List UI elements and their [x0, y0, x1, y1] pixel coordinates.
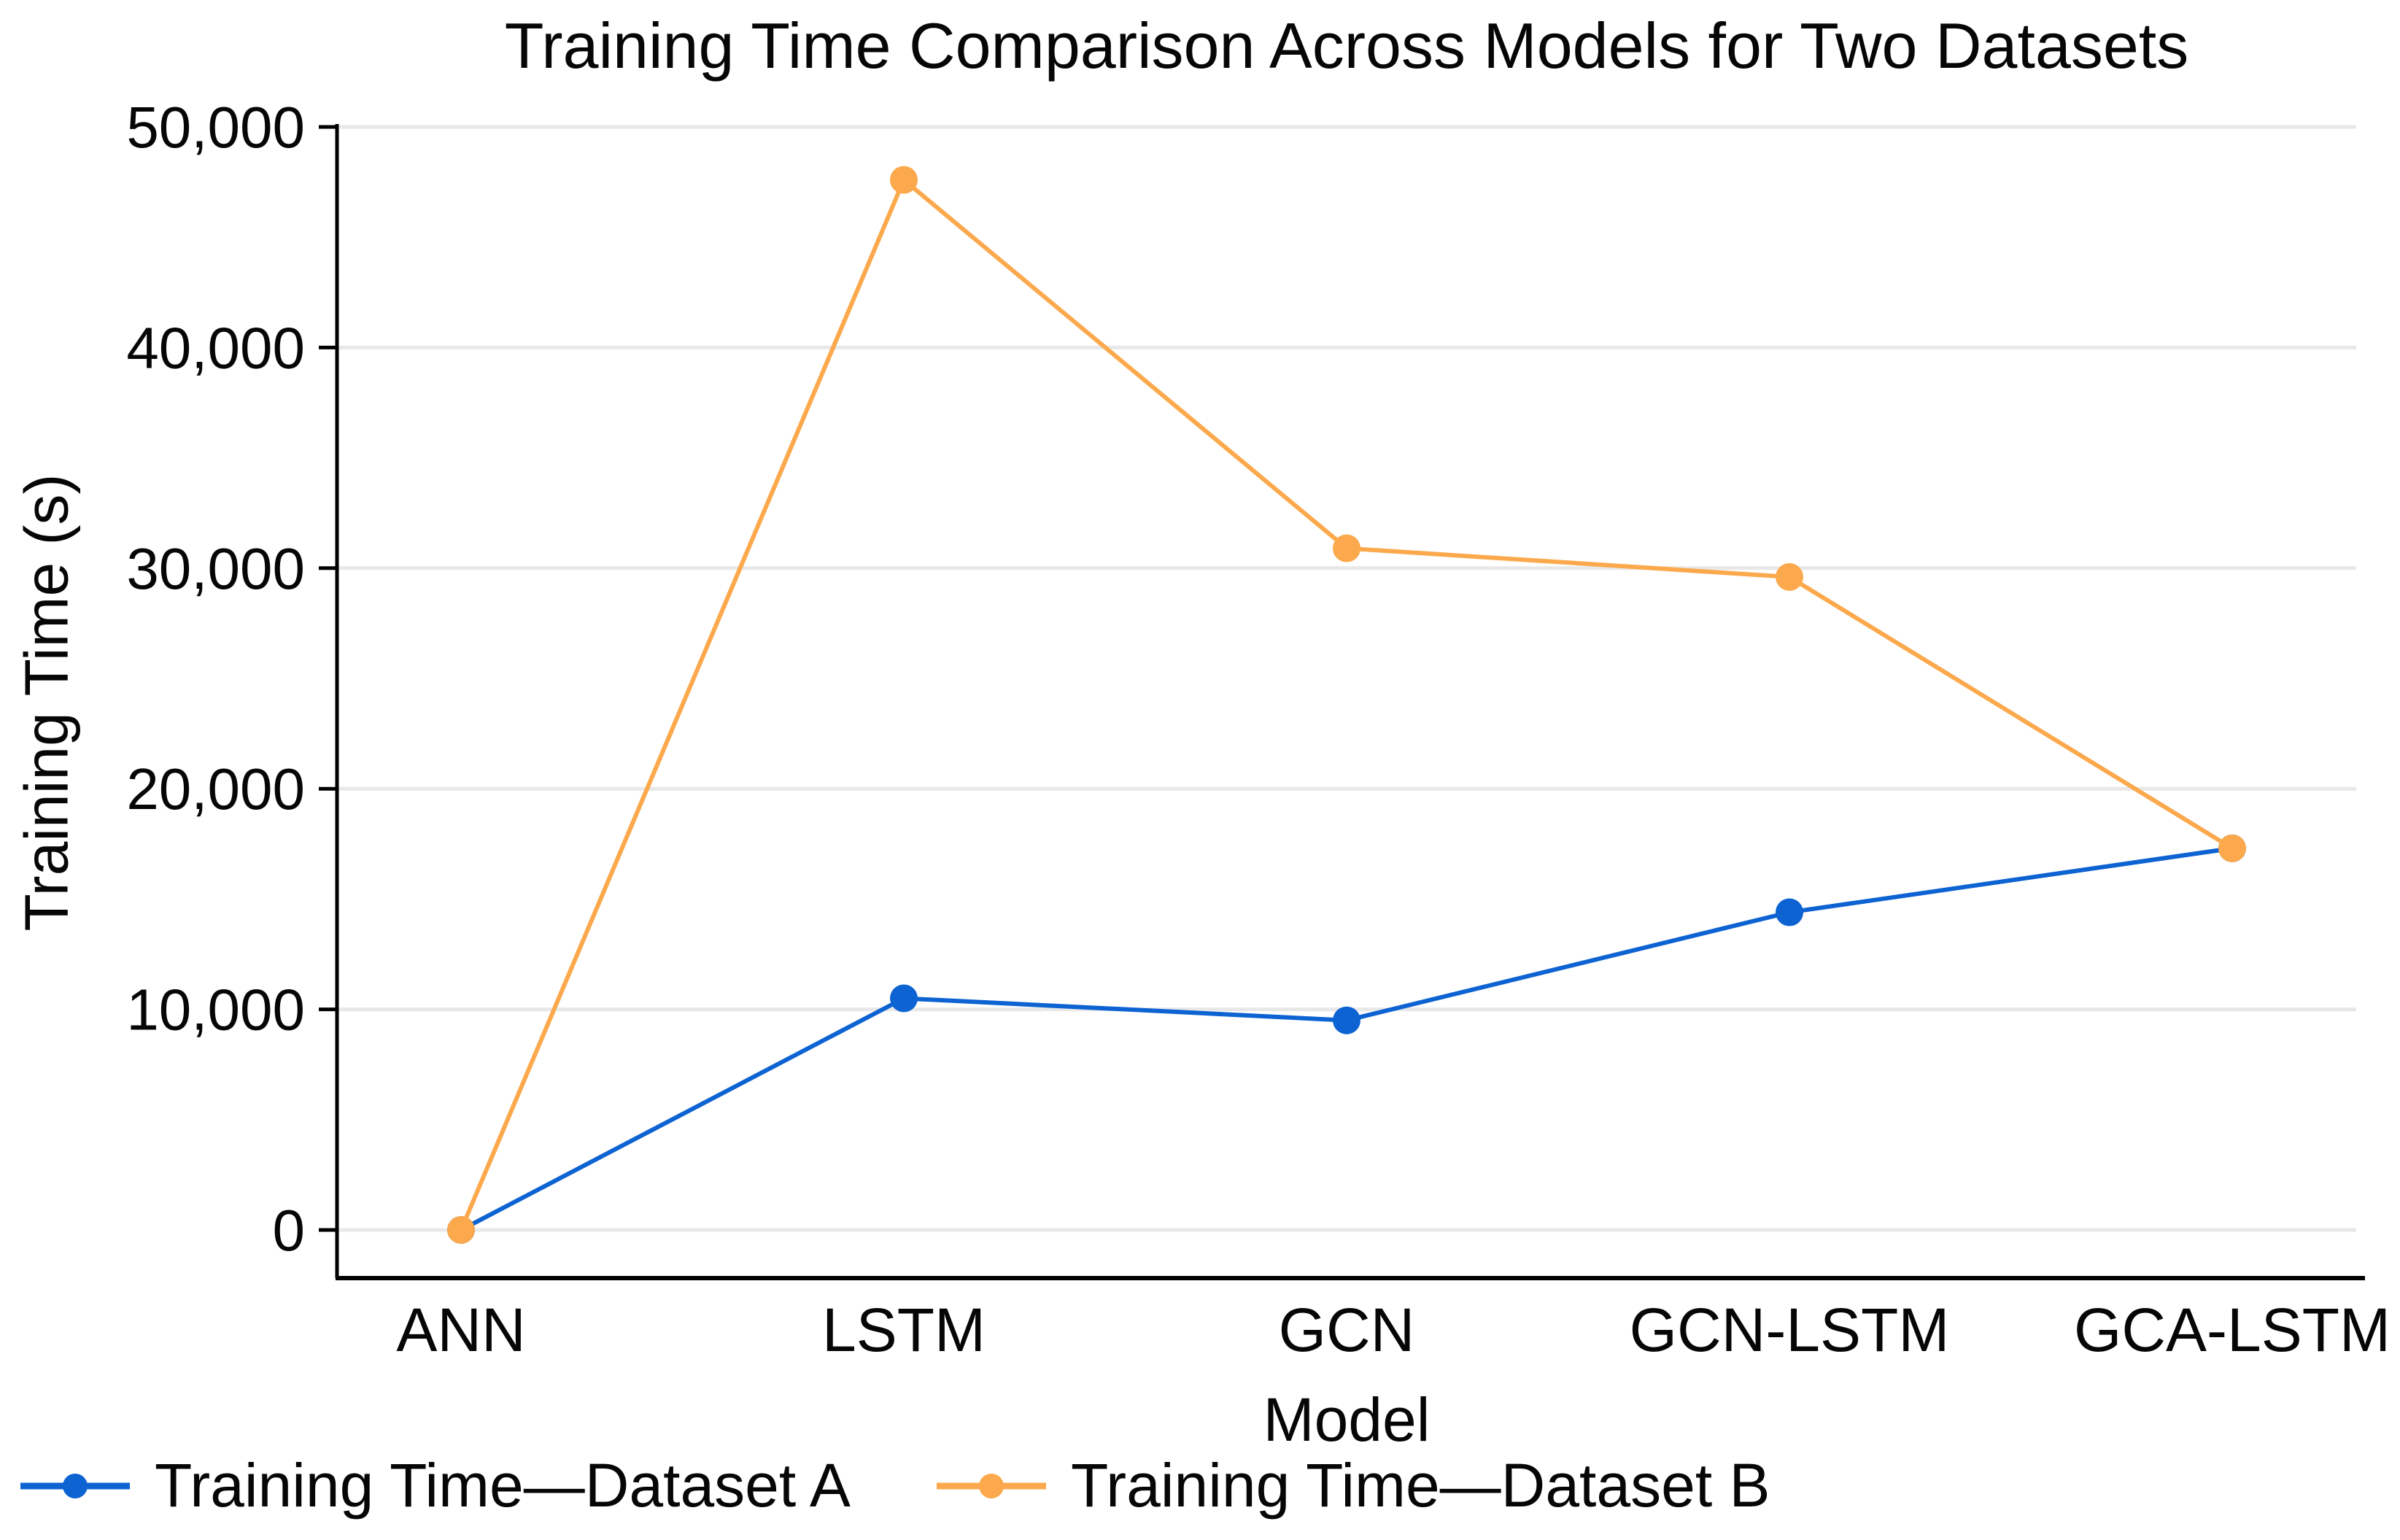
legend-marker-dataset-b: [936, 1473, 1046, 1498]
data-point-dataset-b: [1776, 562, 1803, 591]
y-tick-label: 10,000: [126, 978, 305, 1042]
x-tick-label: LSTM: [822, 1296, 986, 1364]
y-tick-label: 0: [273, 1198, 306, 1263]
x-tick-label: ANN: [396, 1296, 525, 1364]
data-point-dataset-b: [2218, 834, 2246, 862]
x-tick-label: GCA-LSTM: [2074, 1296, 2391, 1364]
y-tick-label: 40,000: [126, 315, 305, 380]
x-tick-label: GCN: [1279, 1296, 1415, 1364]
series-line-dataset-b: [459, 176, 2234, 1231]
data-point-dataset-b: [1333, 534, 1360, 562]
legend-label-dataset-a: Training Time—Dataset A: [155, 1451, 851, 1520]
y-axis-title: Training Time (s): [12, 473, 81, 932]
series-line-dataset-a: [460, 846, 2233, 1232]
legend-item-dataset-b: Training Time—Dataset B: [936, 1450, 1770, 1521]
legend: Training Time—Dataset A Training Time—Da…: [20, 1450, 1770, 1521]
legend-label-dataset-b: Training Time—Dataset B: [1070, 1451, 1770, 1520]
legend-item-dataset-a: Training Time—Dataset A: [20, 1450, 851, 1521]
y-tick-label: 20,000: [126, 757, 305, 821]
data-point-dataset-a: [1776, 898, 1803, 926]
data-point-dataset-a: [890, 984, 918, 1013]
legend-marker-dataset-a: [20, 1473, 130, 1498]
y-tick-label: 50,000: [126, 95, 305, 160]
data-point-dataset-a: [1333, 1006, 1360, 1034]
data-point-dataset-b: [890, 166, 918, 194]
x-axis-title: Model: [1263, 1385, 1431, 1454]
y-tick-label: 30,000: [126, 536, 305, 601]
data-point-dataset-b: [447, 1216, 475, 1244]
x-tick-label: GCN-LSTM: [1630, 1296, 1950, 1364]
chart-title: Training Time Comparison Across Models f…: [504, 9, 2189, 82]
